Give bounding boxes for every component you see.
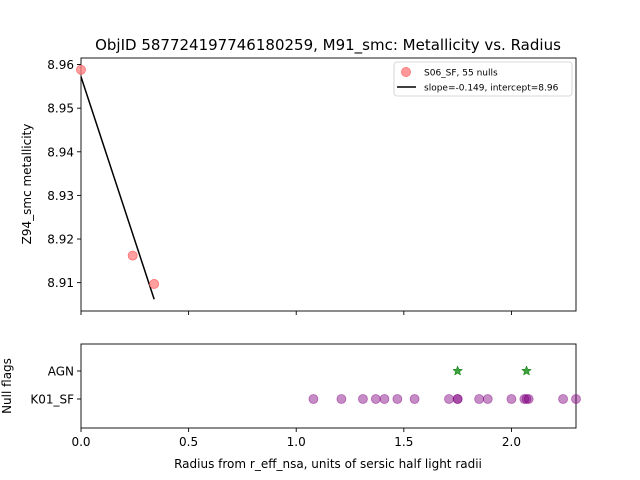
top-y-axis-label: Z94_smc metallicity (20, 124, 34, 245)
x-tick-label: 1.0 (287, 435, 306, 449)
legend-label-s06-sf: S06_SF, 55 nulls (424, 69, 498, 79)
top-y-tick-label: 8.94 (47, 145, 74, 159)
data-point-k01-sf (571, 394, 581, 404)
metallicity-plot: 8.91 8.92 8.93 8.94 8.95 8.96 Z94_smc metalli… (20, 57, 577, 315)
data-point-k01-sf (521, 394, 532, 404)
x-tick-label: 0.0 (71, 435, 90, 449)
data-point-k01-sf (308, 394, 319, 404)
x-axis-label: Radius from r_eff_nsa, units of sersic h… (174, 457, 482, 471)
bottom-y-axis-label: Null flags (0, 358, 14, 414)
data-point-k01-sf (523, 394, 534, 404)
legend-label-fit-line: slope=-0.149, intercept=8.96 (424, 84, 559, 94)
null-flags-plot: 0.0 0.5 1.0 1.5 2.0 K01_SF AGN Null flags Radi… (0, 343, 581, 471)
x-tick-label: 0.5 (179, 435, 198, 449)
data-point-k01-sf (392, 394, 403, 404)
top-data-marks (76, 64, 160, 300)
data-point-k01-sf (474, 394, 485, 404)
data-point-s06-sf (76, 64, 86, 75)
data-point-k01-sf (506, 394, 517, 404)
bottom-axis-ticks: 0.0 0.5 1.0 1.5 2.0 K01_SF AGN (30, 365, 521, 450)
data-point-k01-sf (444, 394, 454, 404)
x-tick-label: 2.0 (502, 435, 521, 449)
data-point-agn (521, 365, 532, 376)
data-point-s06-sf (127, 250, 138, 261)
fit-line (80, 76, 155, 300)
category-label: K01_SF (30, 393, 74, 407)
data-point-k01-sf (452, 394, 463, 404)
chart-title: ObjID 587724197746180259, M91_smc: Metal… (95, 36, 561, 55)
data-point-k01-sf (482, 394, 493, 404)
legend: S06_SF, 55 nulls slope=-0.149, intercept… (393, 61, 573, 97)
top-y-tick-label: 8.93 (47, 189, 74, 203)
category-label: AGN (48, 365, 74, 379)
data-point-k01-sf (379, 394, 390, 404)
top-y-tick-label: 8.92 (47, 233, 74, 247)
legend-marker-s06-sf (401, 67, 411, 77)
top-y-tick-label: 8.95 (47, 102, 74, 116)
top-plot-area (80, 57, 577, 312)
data-point-s06-sf (149, 279, 160, 289)
data-point-k01-sf (370, 394, 381, 404)
data-point-k01-sf (558, 394, 568, 404)
data-point-agn (452, 365, 464, 376)
top-y-tick-label: 8.91 (47, 276, 74, 290)
x-tick-label: 1.5 (394, 435, 413, 449)
data-point-k01-sf (358, 394, 368, 404)
bottom-data-marks (308, 365, 581, 404)
data-point-k01-sf (409, 394, 420, 404)
top-axis-ticks: 8.91 8.92 8.93 8.94 8.95 8.96 (47, 58, 512, 315)
data-point-k01-sf (336, 394, 347, 404)
legend-box (393, 61, 573, 97)
top-y-tick-label: 8.96 (47, 58, 74, 72)
bottom-plot-area (80, 343, 577, 429)
